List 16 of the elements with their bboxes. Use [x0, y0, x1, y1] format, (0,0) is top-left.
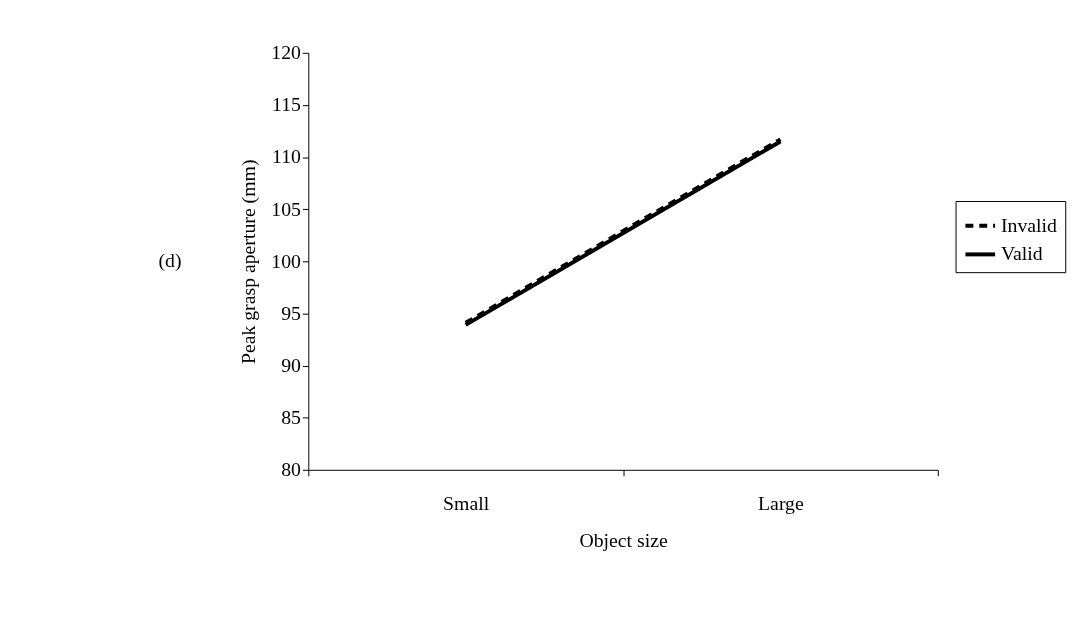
y-tick-label: 105	[271, 197, 302, 220]
x-tick-label: Small	[443, 491, 490, 514]
y-tick-label: 115	[271, 93, 302, 116]
y-tick-label: 90	[281, 353, 302, 376]
legend-label: Valid	[1001, 242, 1043, 265]
y-tick-label: 120	[271, 41, 302, 64]
y-tick-label: 95	[281, 301, 302, 324]
x-axis-title: Object size	[579, 529, 668, 552]
legend-label: Invalid	[1001, 213, 1058, 236]
y-tick-label: 110	[271, 145, 302, 168]
y-axis-title: Peak grasp aperture (mm)	[237, 159, 261, 365]
y-tick-label: 80	[281, 458, 302, 481]
y-tick-label: 100	[271, 249, 302, 272]
y-tick-label: 85	[281, 406, 302, 429]
x-tick-label: Large	[758, 491, 804, 514]
text: (d)	[158, 249, 182, 273]
